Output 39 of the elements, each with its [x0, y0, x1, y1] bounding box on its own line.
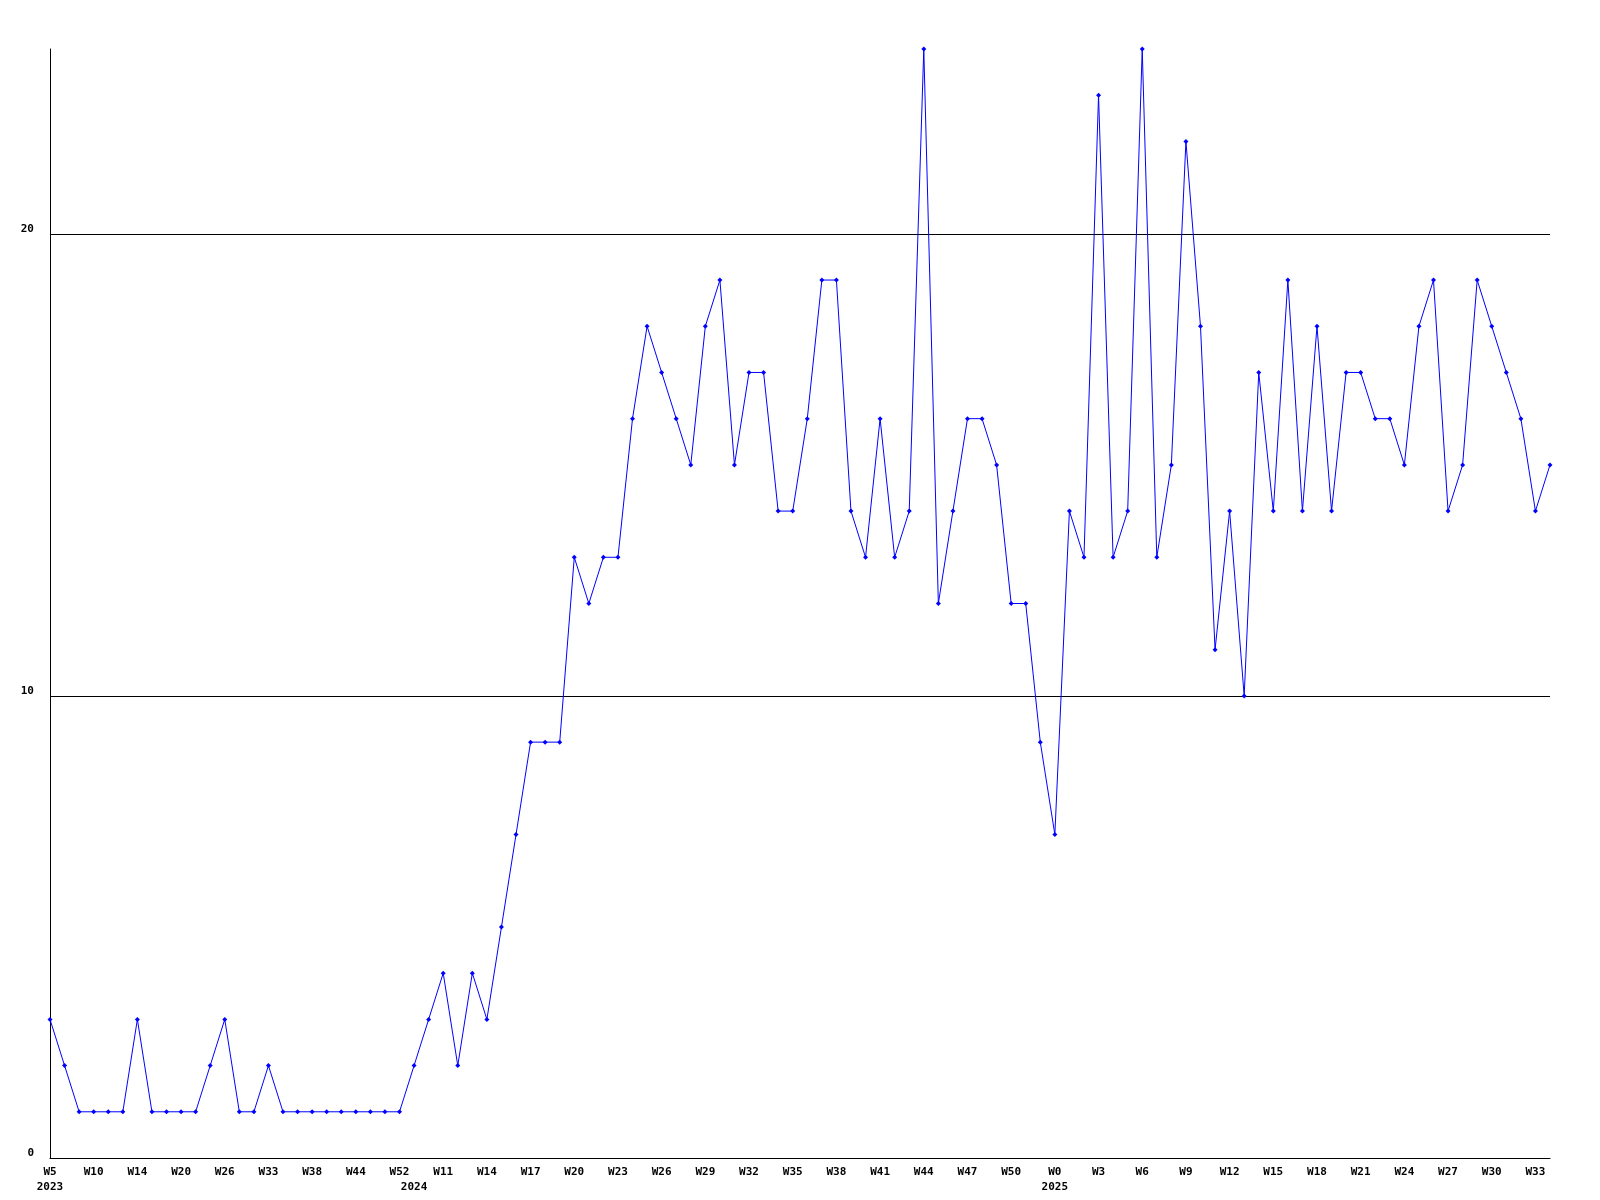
x-tick-label: W20	[171, 1165, 192, 1178]
x-tick-label: W12	[1219, 1165, 1240, 1178]
x-tick-label: W6	[1135, 1165, 1150, 1178]
x-tick-label: W26	[651, 1165, 672, 1178]
y-tick-label: 0	[27, 1146, 34, 1159]
x-tick-label: W33	[1525, 1165, 1546, 1178]
x-tick-label: W0 2025	[1041, 1165, 1069, 1193]
x-tick-label: W38	[826, 1165, 847, 1178]
x-tick-label: W20	[564, 1165, 585, 1178]
x-tick-label: W17	[520, 1165, 541, 1178]
x-tick-label: W30	[1481, 1165, 1502, 1178]
x-tick-label: W9	[1179, 1165, 1193, 1178]
x-tick-label: W44	[913, 1165, 935, 1178]
x-tick-label: W21	[1350, 1165, 1371, 1178]
x-tick-label: W32	[739, 1165, 759, 1178]
x-tick-label: W24	[1394, 1165, 1415, 1178]
y-tick-label: 10	[20, 683, 34, 697]
x-tick-label: W38	[302, 1165, 323, 1178]
x-tick-label: W35	[782, 1165, 803, 1178]
x-tick-label: W23	[608, 1165, 628, 1178]
x-tick-label: 2024	[400, 1180, 428, 1193]
x-tick-label: W27	[1438, 1165, 1458, 1178]
x-tick-label: W44	[345, 1165, 367, 1178]
x-tick-label: W50	[1001, 1165, 1022, 1178]
x-tick-label: W3	[1091, 1165, 1106, 1178]
x-tick-label: W14	[127, 1165, 148, 1178]
x-tick-label: W5 2023	[36, 1165, 64, 1193]
y-tick-label: 20	[20, 221, 34, 235]
x-tick-label: W41	[870, 1165, 891, 1178]
x-tick-label: W52	[389, 1165, 410, 1178]
x-tick-label: W14	[476, 1165, 498, 1178]
x-tick-label: W15	[1263, 1165, 1284, 1178]
x-tick-label: W29	[695, 1165, 716, 1178]
x-tick-label: W33	[258, 1165, 279, 1178]
x-tick-label: W26	[214, 1165, 236, 1178]
x-tick-label: W47	[957, 1165, 978, 1178]
x-tick-label: W11	[433, 1165, 454, 1178]
x-tick-label: W10	[83, 1165, 104, 1178]
x-tick-label: W18	[1307, 1165, 1327, 1178]
